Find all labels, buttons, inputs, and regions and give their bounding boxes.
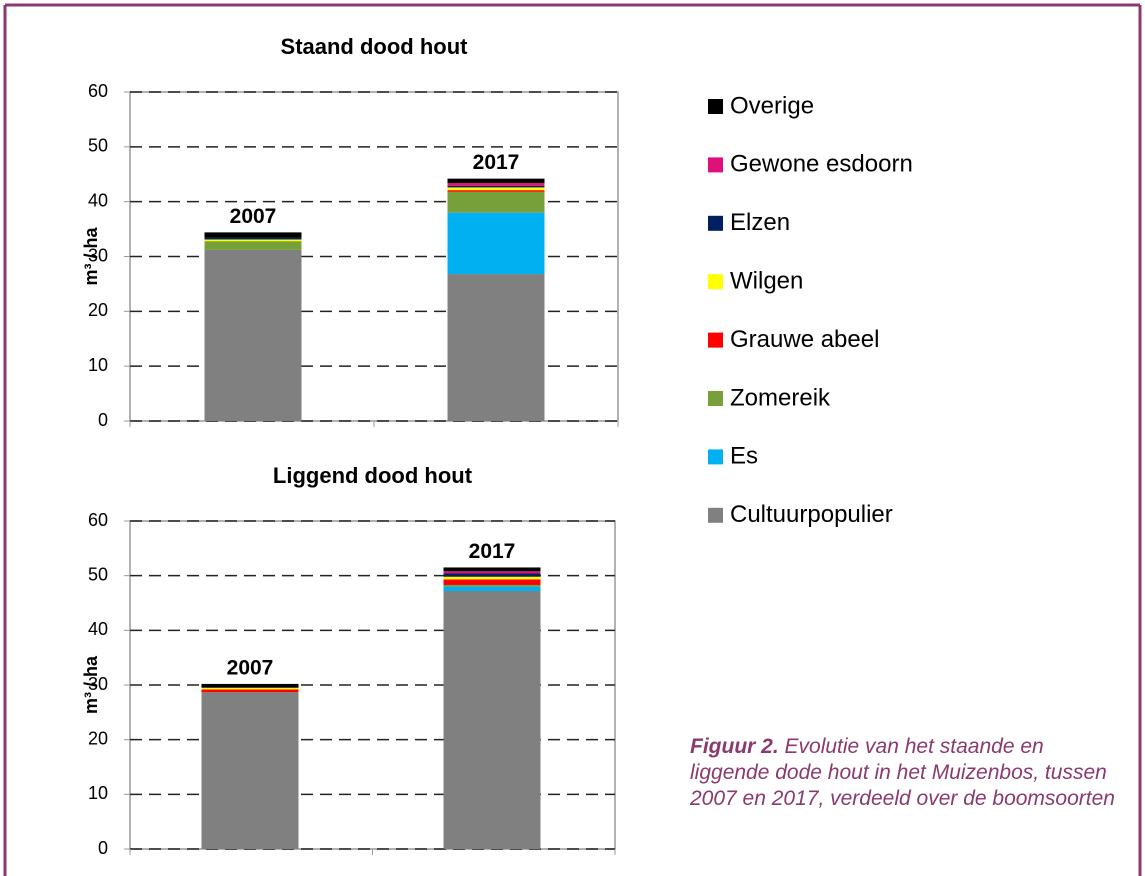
y-tick-label: 0 <box>98 410 108 430</box>
bar-segment <box>447 212 545 275</box>
y-tick-label: 30 <box>88 674 108 694</box>
legend-swatch <box>708 507 723 523</box>
legend-label: Elzen <box>730 209 790 236</box>
bar-segment <box>443 579 541 585</box>
bar-segment <box>204 241 302 250</box>
bar-segment <box>447 274 545 421</box>
y-tick-label: 40 <box>88 190 108 210</box>
legend-swatch <box>708 391 723 406</box>
caption-text: Evolutie van het staande en liggende dod… <box>690 735 1115 810</box>
bar-segment <box>201 683 299 688</box>
bar-segment <box>204 237 302 240</box>
y-axis-label: m³ / ha <box>81 227 101 286</box>
bar-segment <box>443 586 541 591</box>
y-tick-label: 40 <box>88 619 108 639</box>
bar-segment <box>443 573 541 577</box>
y-tick-label: 0 <box>98 838 108 858</box>
bar-segment <box>443 584 541 587</box>
bar-segment <box>201 689 299 693</box>
legend-label: Zomereik <box>730 384 831 411</box>
bar-segment <box>204 249 302 421</box>
legend-swatch <box>708 449 723 465</box>
bar-segment <box>447 185 545 188</box>
bar-segment <box>443 576 541 580</box>
y-tick-label: 20 <box>88 728 108 748</box>
legend-label: Grauwe abeel <box>730 326 879 353</box>
y-tick-label: 60 <box>88 510 108 530</box>
bar-segment <box>447 178 545 184</box>
bar-segment <box>447 187 545 191</box>
bar-segment <box>447 183 545 186</box>
category-label: 2007 <box>230 205 277 228</box>
legend-label: Cultuurpopulier <box>730 501 893 528</box>
legend-swatch <box>708 157 723 173</box>
bar-segment <box>201 692 299 849</box>
bar-segment <box>443 567 541 572</box>
category-label: 2017 <box>473 151 520 174</box>
bar-segment <box>447 191 545 213</box>
y-tick-label: 10 <box>88 355 108 375</box>
legend-swatch <box>708 215 723 231</box>
bar-segment <box>204 239 302 242</box>
legend-swatch <box>708 274 723 290</box>
category-label: 2007 <box>227 656 274 679</box>
y-tick-label: 20 <box>88 300 108 320</box>
bar-segment <box>204 232 302 238</box>
legend-label: Wilgen <box>730 268 803 295</box>
y-tick-label: 30 <box>88 245 108 265</box>
legend-swatch <box>708 99 723 114</box>
plot-frame <box>129 91 619 422</box>
y-axis-label: m³ / ha <box>81 655 101 714</box>
category-label: 2017 <box>469 540 516 563</box>
bar-segment <box>443 571 541 574</box>
legend-label: Gewone esdoorn <box>730 151 913 178</box>
bar-segment <box>443 590 541 849</box>
legend-swatch <box>708 332 723 348</box>
y-tick-label: 50 <box>88 136 108 156</box>
y-tick-label: 60 <box>88 81 108 101</box>
legend-label: Overige <box>730 92 814 119</box>
caption-label: Figuur 2. <box>690 735 779 758</box>
y-tick-label: 10 <box>88 783 108 803</box>
chart-title: Staand dood hout <box>281 34 469 59</box>
bar-segment <box>447 190 545 192</box>
legend-label: Es <box>730 443 758 470</box>
caption: Figuur 2. Evolutie van het staande en li… <box>690 734 1120 812</box>
bar-segment <box>201 687 299 690</box>
y-tick-label: 50 <box>88 564 108 584</box>
chart-title: Liggend dood hout <box>273 463 473 488</box>
